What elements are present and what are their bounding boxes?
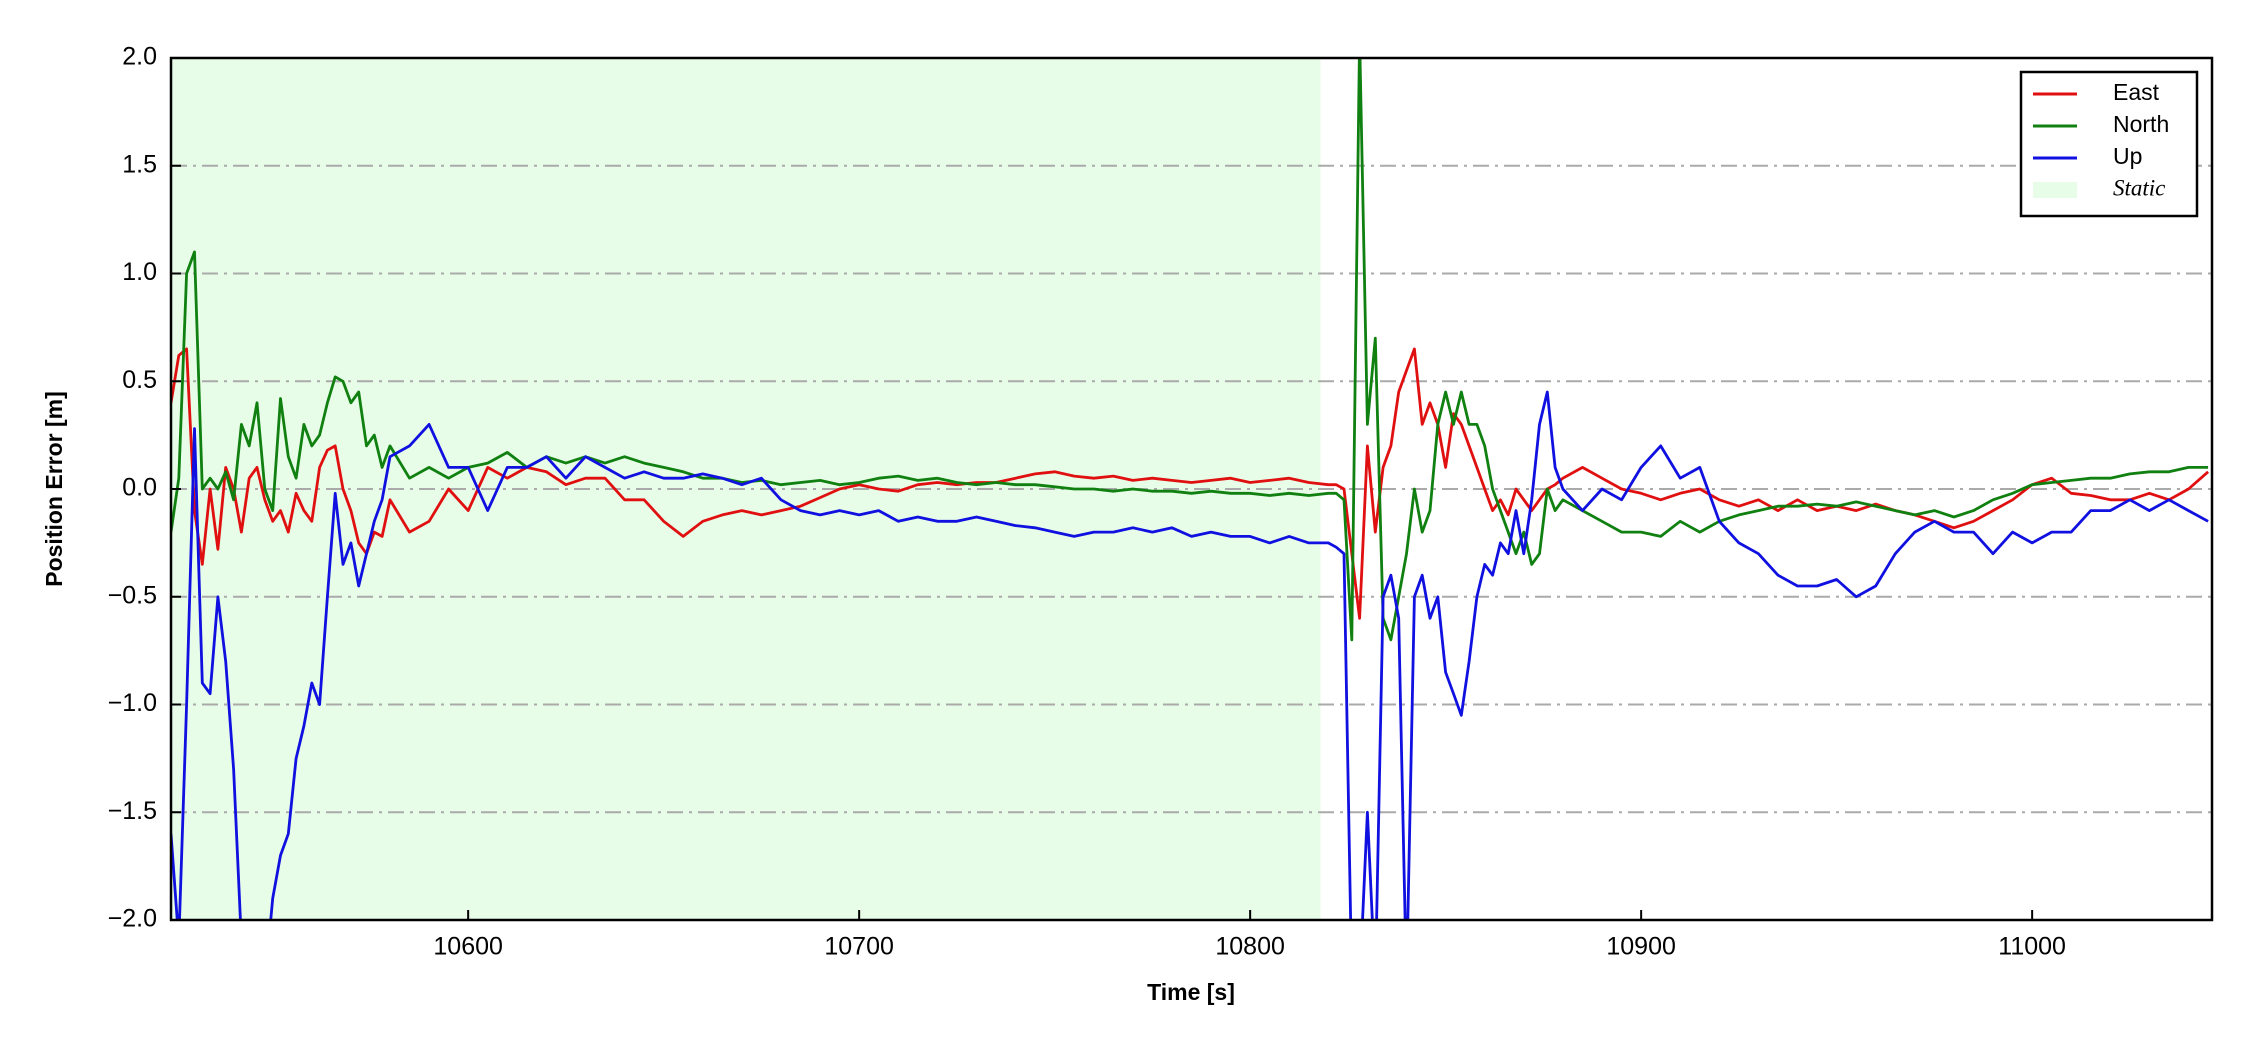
x-tick-label: 10900 <box>1606 933 1676 961</box>
legend-label: Static <box>2113 175 2165 200</box>
x-tick-label: 10800 <box>1215 933 1285 961</box>
y-tick-label: 2.0 <box>122 43 157 71</box>
y-tick-label: −1.5 <box>108 797 157 825</box>
y-tick-label: −0.5 <box>108 581 157 609</box>
legend-label: North <box>2113 111 2169 137</box>
y-tick-label: −2.0 <box>108 905 157 933</box>
y-tick-label: −1.0 <box>108 689 157 717</box>
x-tick-label: 11000 <box>1998 933 2066 961</box>
legend-box <box>2019 70 2199 218</box>
series-line <box>171 390 2209 920</box>
x-axis-label: Time [s] <box>1147 979 1235 1005</box>
x-tick-label: 10600 <box>433 933 503 961</box>
y-axis-label: Position Error [m] <box>41 391 67 587</box>
legend-label: Up <box>2113 143 2142 169</box>
plot-area <box>171 58 2212 920</box>
y-tick-label: 1.0 <box>122 258 157 286</box>
series-line <box>171 58 2209 642</box>
legend-swatch <box>2033 182 2077 198</box>
y-tick-label: 0.5 <box>122 366 157 394</box>
y-tick-label: 1.5 <box>122 150 157 178</box>
plot-frame <box>169 56 2214 922</box>
series-line <box>171 347 2210 620</box>
x-tick-label: 10700 <box>824 933 894 961</box>
legend-label: East <box>2113 79 2160 105</box>
y-tick-label: 0.0 <box>122 474 157 502</box>
